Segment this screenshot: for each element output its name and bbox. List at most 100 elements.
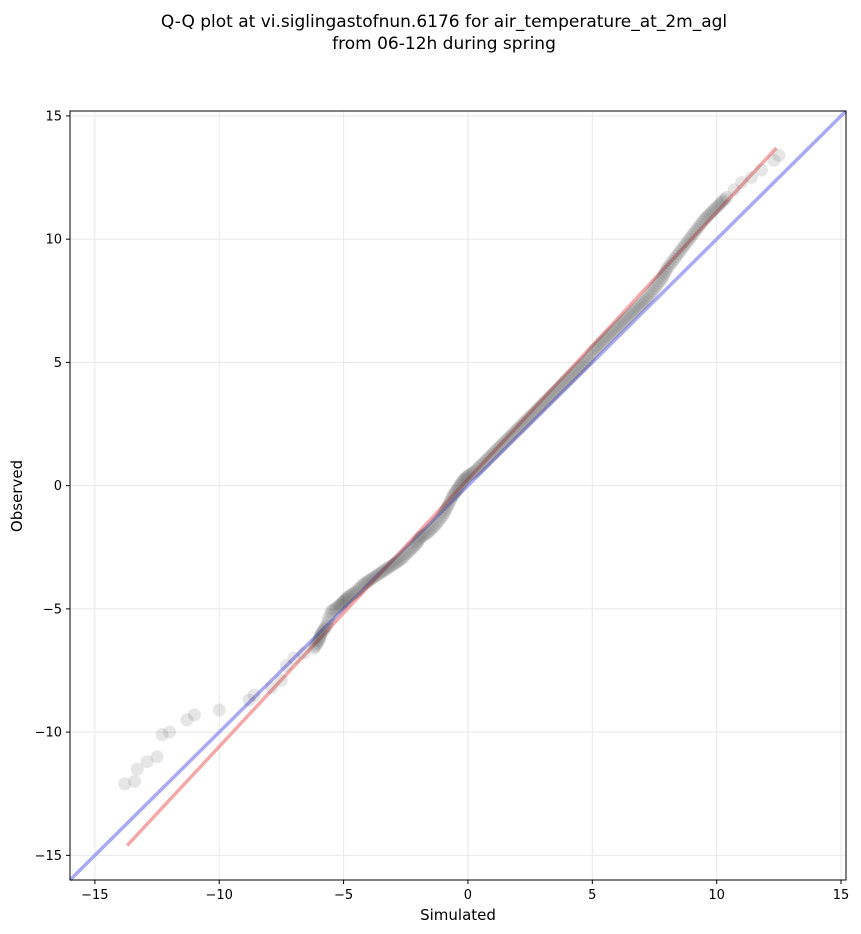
data-point: [481, 451, 495, 465]
data-point: [419, 527, 433, 541]
data-point: [708, 201, 722, 215]
data-point: [403, 543, 417, 557]
data-point: [657, 267, 671, 281]
data-point: [521, 412, 535, 426]
data-point: [545, 388, 559, 402]
data-point: [328, 602, 342, 616]
data-point: [592, 339, 606, 353]
data-point: [508, 425, 522, 439]
data-point: [467, 465, 481, 479]
data-point: [343, 588, 357, 602]
data-point: [247, 688, 261, 702]
data-point: [564, 370, 578, 384]
data-point: [720, 190, 734, 204]
data-point: [324, 604, 338, 618]
data-point: [445, 491, 459, 505]
data-point: [651, 277, 665, 291]
data-point: [242, 693, 256, 707]
data-point: [582, 350, 596, 364]
data-point: [307, 641, 321, 655]
data-point: [375, 565, 389, 579]
data-point: [470, 462, 484, 476]
data-point: [358, 576, 372, 590]
data-point: [543, 390, 557, 404]
data-point: [528, 405, 542, 419]
data-point: [390, 555, 404, 569]
data-point: [586, 346, 600, 360]
data-point: [675, 242, 689, 256]
x-axis-ticks: −15 −10 −5 0 5 10 15: [81, 880, 849, 903]
data-point: [646, 284, 660, 298]
data-point: [735, 175, 749, 189]
data-point: [414, 530, 428, 544]
data-points: [118, 148, 786, 791]
plot-frame: [69, 110, 847, 881]
data-point: [405, 541, 419, 555]
data-point: [601, 330, 615, 344]
data-point: [707, 203, 721, 217]
data-point: [312, 632, 326, 646]
data-point: [333, 598, 347, 612]
data-point: [478, 455, 492, 469]
data-point: [353, 581, 367, 595]
y-axis-ticks: −15 −10 −5 0 5 10 15: [35, 109, 70, 864]
data-point: [612, 319, 626, 333]
data-point: [701, 209, 715, 223]
data-point: [532, 401, 546, 415]
data-point: [524, 408, 538, 422]
data-point: [642, 289, 656, 303]
data-point: [662, 259, 676, 273]
data-point: [712, 198, 726, 212]
data-point: [599, 332, 613, 346]
data-point: [370, 569, 384, 583]
data-point: [458, 471, 472, 485]
y-tick-label: 10: [45, 233, 62, 248]
data-point: [279, 659, 293, 673]
data-point: [703, 207, 717, 221]
data-point: [655, 272, 669, 286]
data-point: [451, 481, 465, 495]
data-point: [669, 249, 683, 263]
data-point: [588, 343, 602, 357]
data-point: [636, 295, 650, 309]
data-point: [656, 269, 670, 283]
data-point: [673, 244, 687, 258]
data-point: [509, 423, 523, 437]
data-point: [664, 257, 678, 271]
data-point: [366, 571, 380, 585]
y-tick-label: −10: [35, 726, 62, 741]
data-point: [552, 381, 566, 395]
data-point: [705, 205, 719, 219]
data-point: [320, 615, 334, 629]
data-point: [633, 299, 647, 313]
data-point: [580, 353, 594, 367]
data-point: [330, 601, 344, 615]
data-point: [345, 587, 359, 601]
data-point: [332, 599, 346, 613]
data-point: [550, 383, 564, 397]
data-point: [399, 547, 413, 561]
data-point: [417, 528, 431, 542]
data-point: [584, 348, 598, 362]
data-point: [541, 392, 555, 406]
data-point: [314, 628, 328, 642]
data-point: [653, 274, 667, 288]
data-point: [610, 321, 624, 335]
data-point: [686, 227, 700, 241]
data-point: [767, 153, 781, 167]
data-point: [429, 518, 443, 532]
data-point: [677, 240, 691, 254]
data-point: [631, 301, 645, 315]
data-point: [440, 501, 454, 515]
data-point: [502, 431, 516, 445]
data-point: [485, 447, 499, 461]
data-point: [472, 460, 486, 474]
data-point: [373, 566, 387, 580]
data-point: [338, 593, 352, 607]
data-point: [379, 562, 393, 576]
data-point: [577, 357, 591, 371]
data-point: [334, 597, 348, 611]
data-point: [714, 196, 728, 210]
data-point: [603, 328, 617, 342]
data-point: [396, 551, 410, 565]
